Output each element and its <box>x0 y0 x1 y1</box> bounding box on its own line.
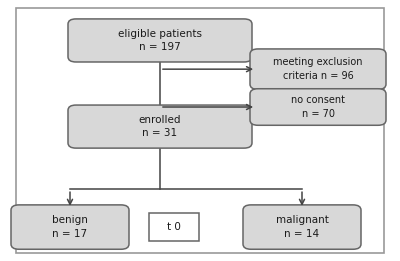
Text: t 0: t 0 <box>167 222 181 232</box>
FancyBboxPatch shape <box>16 8 384 253</box>
Text: meeting exclusion
criteria n = 96: meeting exclusion criteria n = 96 <box>273 57 363 81</box>
FancyBboxPatch shape <box>149 213 199 241</box>
FancyBboxPatch shape <box>250 89 386 125</box>
Text: benign
n = 17: benign n = 17 <box>52 215 88 239</box>
FancyBboxPatch shape <box>68 105 252 148</box>
Text: enrolled
n = 31: enrolled n = 31 <box>139 115 181 138</box>
FancyBboxPatch shape <box>68 19 252 62</box>
Text: eligible patients
n = 197: eligible patients n = 197 <box>118 29 202 52</box>
FancyBboxPatch shape <box>250 49 386 89</box>
Text: no consent
n = 70: no consent n = 70 <box>291 95 345 119</box>
FancyBboxPatch shape <box>243 205 361 249</box>
Text: malignant
n = 14: malignant n = 14 <box>276 215 328 239</box>
FancyBboxPatch shape <box>11 205 129 249</box>
